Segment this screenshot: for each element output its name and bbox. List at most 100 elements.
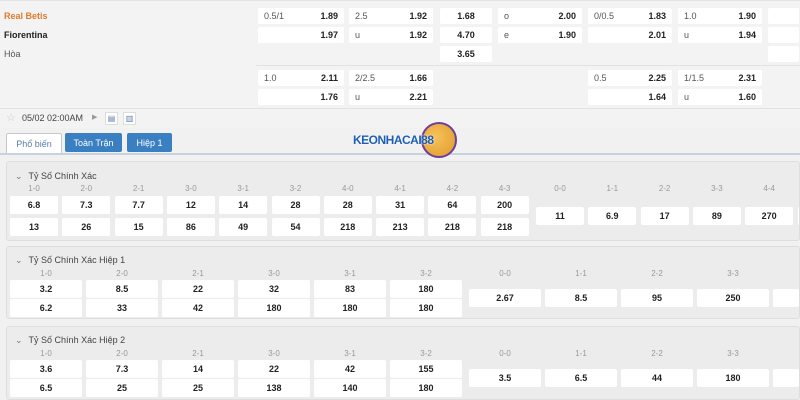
draw-score-odd[interactable]: 8.5: [545, 289, 617, 307]
section-header[interactable]: ⌄ Tỷ Số Chính Xác: [15, 171, 97, 182]
1x2-draw-odd[interactable]: 3.65: [440, 46, 492, 62]
home-score-odd[interactable]: 28: [271, 196, 320, 214]
draw-score-odd[interactable]: 95: [621, 289, 693, 307]
draw-score-odd[interactable]: 11: [536, 207, 584, 225]
chevron-down-icon[interactable]: ⌄: [15, 255, 23, 265]
chevron-down-icon[interactable]: ⌄: [15, 171, 23, 181]
handicap-away-odd-2[interactable]: 1.76: [258, 89, 344, 105]
home-score-odd[interactable]: 180: [390, 280, 462, 298]
away-score-odd[interactable]: 25: [162, 379, 234, 397]
draw-score-odd[interactable]: 250: [697, 289, 769, 307]
section-header[interactable]: ⌄ Tỷ Số Chính Xác Hiệp 1: [15, 255, 125, 266]
away-score-odd[interactable]: 25: [86, 379, 158, 397]
home-score-odd[interactable]: 31: [376, 196, 425, 214]
play-icon[interactable]: ▶: [92, 114, 98, 121]
draw-score-odd[interactable]: 44: [621, 369, 693, 387]
away-score-odd[interactable]: 54: [271, 218, 320, 236]
h1-under-odd[interactable]: u 1.94: [678, 27, 762, 43]
home-score-odd[interactable]: 155: [390, 360, 462, 378]
scoreboard-icon[interactable]: ▤: [105, 112, 118, 125]
stats-icon[interactable]: ▥: [123, 112, 136, 125]
home-score-odd[interactable]: 32: [238, 280, 310, 298]
under-odd[interactable]: u 1.92: [349, 27, 433, 43]
under-odd-2[interactable]: u 2.21: [349, 89, 433, 105]
empty-cell: [768, 8, 799, 24]
1x2-home-odd[interactable]: 1.68: [440, 8, 492, 24]
odd-odd[interactable]: o 2.00: [498, 8, 582, 24]
home-score-odd[interactable]: 22: [238, 360, 310, 378]
odd-value: 1.92: [409, 30, 427, 40]
home-score-odd[interactable]: 28: [323, 196, 372, 214]
draw-score-odd[interactable]: 89: [692, 207, 741, 225]
h1-handicap-away-odd-2[interactable]: 1.64: [588, 89, 672, 105]
away-score-odd[interactable]: 26: [62, 218, 111, 236]
away-score-odd[interactable]: 180: [390, 299, 462, 317]
over-odd[interactable]: 2.5 1.92: [349, 8, 433, 24]
h1-handicap-home-odd[interactable]: 0/0.5 1.83: [588, 8, 672, 24]
home-score-odd[interactable]: 42: [314, 360, 386, 378]
odd-value: 1.89: [320, 11, 338, 21]
away-score-odd[interactable]: 33: [86, 299, 158, 317]
away-score-odd[interactable]: 42: [162, 299, 234, 317]
draw-score-odd[interactable]: 6.9: [588, 207, 637, 225]
home-score-odd[interactable]: 3.6: [10, 360, 82, 378]
score-label: 3-0: [268, 349, 280, 358]
draw-score-odd[interactable]: 180: [697, 369, 769, 387]
chevron-down-icon[interactable]: ⌄: [15, 335, 23, 345]
home-score-odd[interactable]: 7.3: [86, 360, 158, 378]
away-score-odd[interactable]: 15: [114, 218, 163, 236]
h1-over-odd[interactable]: 1.0 1.90: [678, 8, 762, 24]
home-score-odd[interactable]: 14: [219, 196, 268, 214]
away-score-odd[interactable]: 6.5: [10, 379, 82, 397]
away-score-odd[interactable]: 218: [480, 218, 529, 236]
handicap-away-odd[interactable]: 1.97: [258, 27, 344, 43]
away-score-odd[interactable]: 13: [10, 218, 58, 236]
home-score-odd[interactable]: 14: [162, 360, 234, 378]
away-score-odd[interactable]: 6.2: [10, 299, 82, 317]
tab-toan-tran[interactable]: Toàn Trận: [65, 133, 122, 152]
h1-handicap-away-odd[interactable]: 2.01: [588, 27, 672, 43]
h1-under-odd-2[interactable]: u 1.60: [678, 89, 762, 105]
score-label: 2-1: [132, 184, 145, 193]
handicap-home-odd[interactable]: 0.5/1 1.89: [258, 8, 344, 24]
handicap-home-odd-2[interactable]: 1.0 2.11: [258, 70, 344, 86]
home-score-odd[interactable]: 200: [480, 196, 529, 214]
even-odd[interactable]: e 1.90: [498, 27, 582, 43]
away-score-odd[interactable]: 180: [238, 299, 310, 317]
draw-score-odd[interactable]: 3.5: [469, 369, 541, 387]
draw-score-odd[interactable]: 6.5: [545, 369, 617, 387]
home-score-odd[interactable]: 8.5: [86, 280, 158, 298]
over-odd-2[interactable]: 2/2.5 1.66: [349, 70, 433, 86]
draw-score-odd[interactable]: 17: [640, 207, 689, 225]
away-score-odd[interactable]: 218: [428, 218, 477, 236]
home-score-odd[interactable]: 64: [428, 196, 477, 214]
tab-hiep-1[interactable]: Hiệp 1: [127, 133, 172, 152]
away-score-odd[interactable]: 140: [314, 379, 386, 397]
home-score-odd[interactable]: 83: [314, 280, 386, 298]
draw-score-odd[interactable]: 270: [745, 207, 794, 225]
away-score-odd[interactable]: 213: [376, 218, 425, 236]
h1-handicap-home-odd-2[interactable]: 0.5 2.25: [588, 70, 672, 86]
score-label: 1-1: [606, 184, 619, 193]
home-score-odd[interactable]: 22: [162, 280, 234, 298]
home-score-odd[interactable]: 6.8: [10, 196, 58, 214]
away-score-odd[interactable]: 86: [166, 218, 215, 236]
away-score-odd[interactable]: 218: [323, 218, 372, 236]
section-header[interactable]: ⌄ Tỷ Số Chính Xác Hiệp 2: [15, 335, 125, 346]
score-label: 3-1: [237, 184, 249, 193]
h1-over-odd-2[interactable]: 1/1.5 2.31: [678, 70, 762, 86]
score-label: 1-0: [28, 184, 40, 193]
away-score-odd[interactable]: 138: [238, 379, 310, 397]
home-score-odd[interactable]: 3.2: [10, 280, 82, 298]
home-score-odd[interactable]: 7.7: [114, 196, 163, 214]
away-score-odd[interactable]: 180: [390, 379, 462, 397]
away-score-odd[interactable]: 180: [314, 299, 386, 317]
home-score-odd[interactable]: 7.3: [62, 196, 111, 214]
star-icon[interactable]: ☆: [6, 112, 16, 124]
draw-score-odd[interactable]: 2.67: [469, 289, 541, 307]
tab-pho-bien[interactable]: Phổ biến: [6, 133, 62, 154]
1x2-away-odd[interactable]: 4.70: [440, 27, 492, 43]
home-score-odd[interactable]: 12: [166, 196, 215, 214]
score-label: 2-0: [80, 184, 93, 193]
away-score-odd[interactable]: 49: [219, 218, 268, 236]
